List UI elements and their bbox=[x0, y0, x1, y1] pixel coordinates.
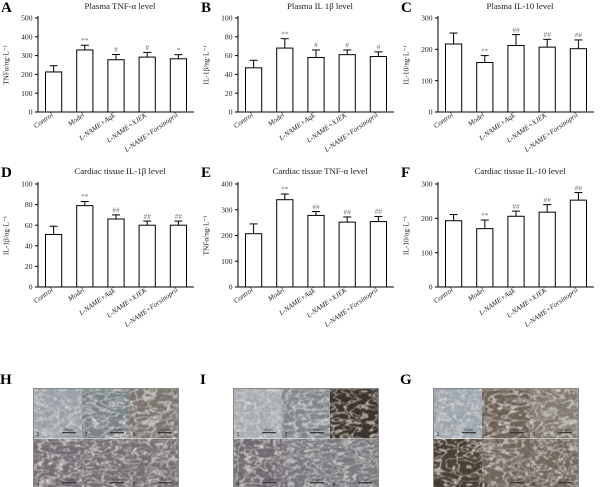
svg-text:4: 4 bbox=[37, 482, 40, 487]
svg-text:2: 2 bbox=[285, 432, 288, 438]
svg-text:50μm: 50μm bbox=[512, 478, 521, 482]
svg-text:50μm: 50μm bbox=[360, 428, 369, 432]
svg-text:50μm: 50μm bbox=[112, 428, 121, 432]
svg-text:5: 5 bbox=[485, 482, 488, 487]
svg-text:3: 3 bbox=[333, 432, 336, 438]
svg-text:50μm: 50μm bbox=[512, 428, 521, 432]
svg-text:50μm: 50μm bbox=[464, 428, 473, 432]
svg-text:5: 5 bbox=[285, 482, 288, 487]
svg-text:5: 5 bbox=[85, 482, 88, 487]
svg-text:50μm: 50μm bbox=[112, 478, 121, 482]
svg-text:50μm: 50μm bbox=[464, 478, 473, 482]
svg-text:6: 6 bbox=[533, 482, 536, 487]
svg-text:50μm: 50μm bbox=[360, 478, 369, 482]
svg-text:50μm: 50μm bbox=[560, 428, 569, 432]
svg-text:2: 2 bbox=[485, 432, 488, 438]
svg-text:50μm: 50μm bbox=[264, 478, 273, 482]
svg-text:50μm: 50μm bbox=[160, 428, 169, 432]
svg-text:50μm: 50μm bbox=[312, 428, 321, 432]
svg-text:2: 2 bbox=[85, 432, 88, 438]
svg-text:1: 1 bbox=[237, 432, 240, 438]
svg-text:50μm: 50μm bbox=[312, 478, 321, 482]
svg-text:50μm: 50μm bbox=[560, 478, 569, 482]
svg-text:50μm: 50μm bbox=[64, 428, 73, 432]
svg-text:6: 6 bbox=[133, 482, 136, 487]
svg-text:50μm: 50μm bbox=[160, 478, 169, 482]
svg-text:1: 1 bbox=[37, 432, 40, 438]
svg-text:6: 6 bbox=[333, 482, 336, 487]
svg-text:3: 3 bbox=[533, 432, 536, 438]
svg-text:1: 1 bbox=[437, 432, 440, 438]
svg-text:50μm: 50μm bbox=[64, 478, 73, 482]
svg-text:4: 4 bbox=[437, 482, 440, 487]
svg-text:50μm: 50μm bbox=[264, 428, 273, 432]
svg-text:4: 4 bbox=[237, 482, 240, 487]
svg-text:3: 3 bbox=[133, 432, 136, 438]
